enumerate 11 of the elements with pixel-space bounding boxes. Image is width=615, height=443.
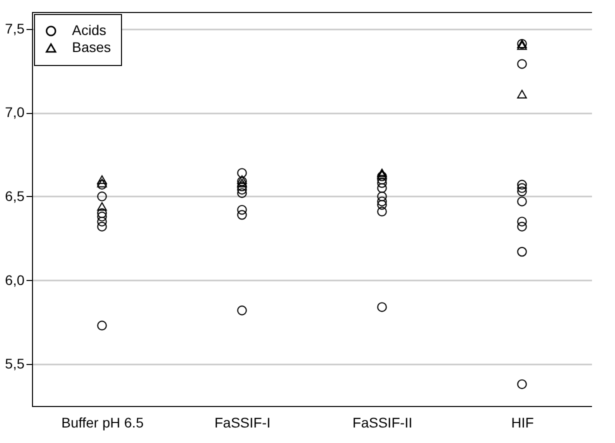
y-tick-label: 6,0 — [5, 272, 25, 288]
x-tick-label: FaSSIF-II — [352, 414, 412, 430]
legend-label: Bases — [72, 39, 111, 55]
x-tick-label: HIF — [511, 414, 534, 430]
legend-label: Acids — [72, 22, 106, 38]
x-tick-label: FaSSIF-I — [214, 414, 271, 430]
y-tick-label: 7,0 — [5, 104, 25, 120]
y-tick-label: 5,5 — [5, 356, 25, 372]
y-tick-label: 7,5 — [5, 20, 25, 36]
y-tick-label: 6,5 — [5, 188, 25, 204]
x-tick-label: Buffer pH 6.5 — [61, 414, 144, 430]
